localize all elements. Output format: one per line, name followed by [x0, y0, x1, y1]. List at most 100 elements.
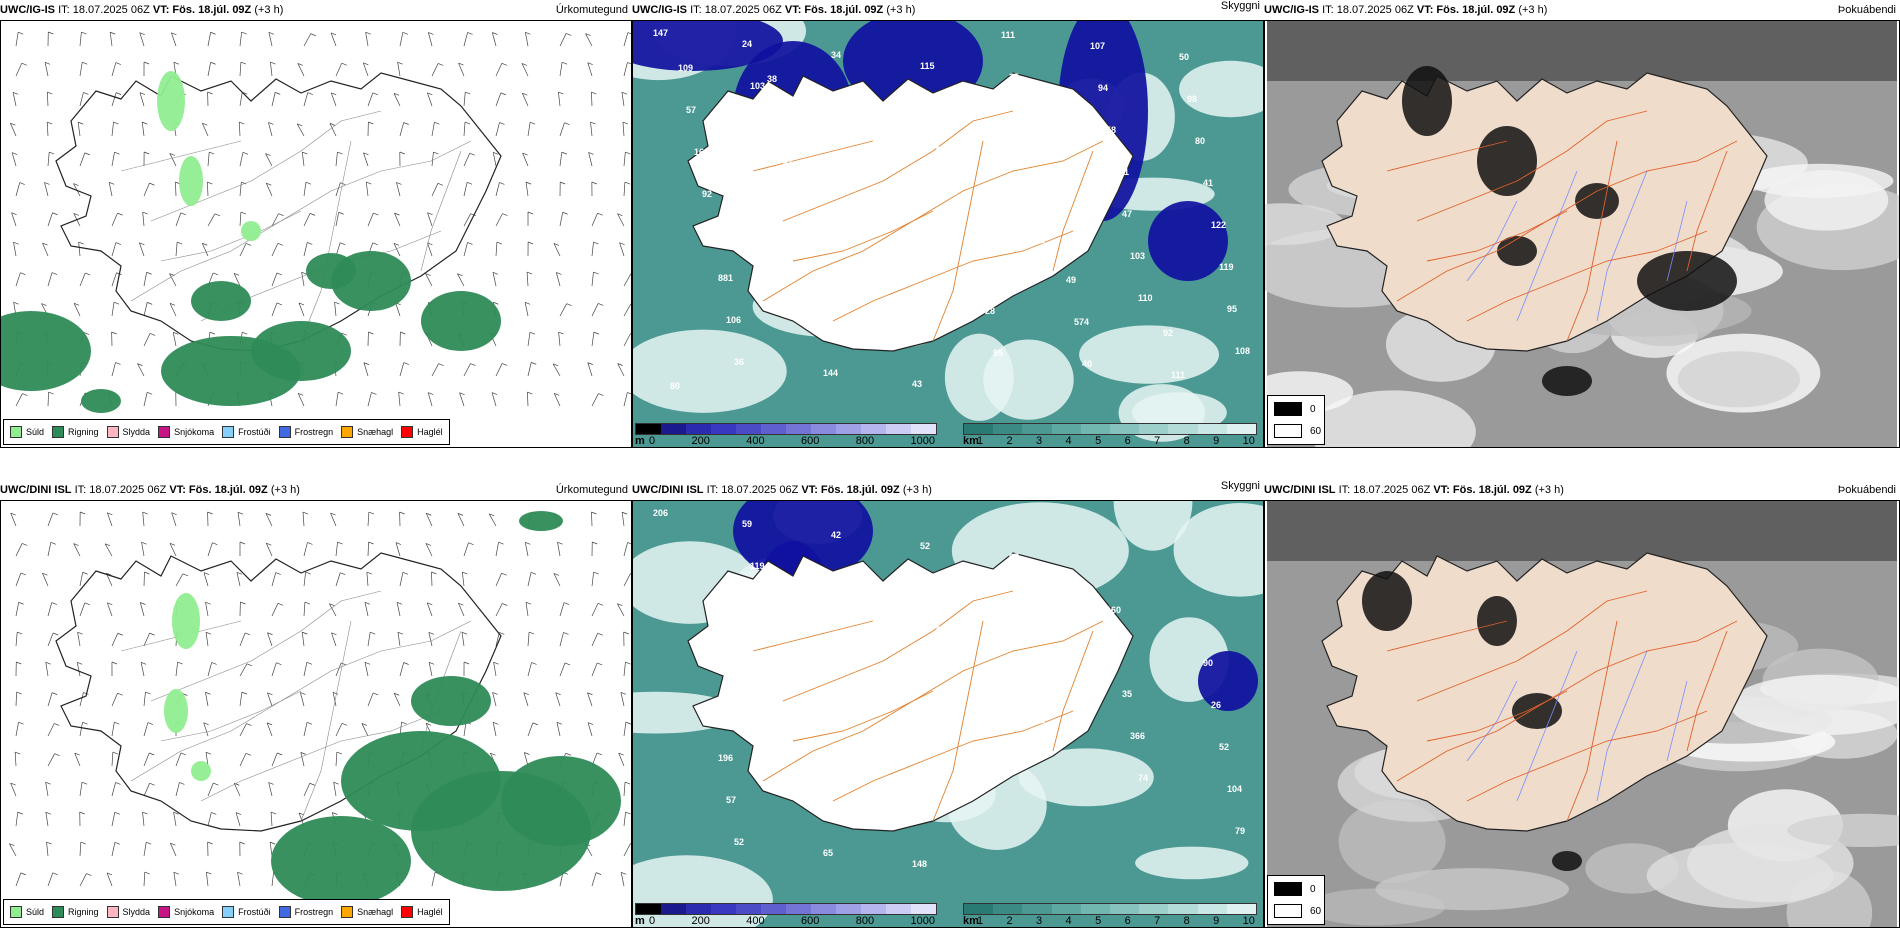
fog-map-canvas: [1267, 501, 1899, 927]
ceiling-value-label: 141: [1033, 678, 1048, 688]
ceiling-value-label: 79: [1114, 647, 1124, 657]
colorbar-tick-label: 10: [1242, 435, 1255, 447]
ceiling-value-label: 107: [944, 187, 959, 197]
visibility-map-canvas: 2061196980103747959355421413661045242383…: [633, 501, 1263, 927]
clear-patch: [1173, 503, 1263, 597]
legend-item: Haglél: [401, 426, 443, 438]
ceiling-value-label: 42: [831, 530, 841, 540]
high-fog-area: [1402, 66, 1452, 136]
colorbar-tick-label: 4: [1065, 915, 1072, 927]
fog-legend-swatch: [1274, 424, 1302, 438]
fog-patch: [1267, 501, 1897, 561]
colorbar-ticks: 1 2 3 4 5 6 7 8 9 10: [977, 435, 1255, 447]
legend-label: Haglél: [417, 427, 443, 437]
legend-swatch: [106, 906, 119, 918]
colorbar-tick-label: 800: [855, 435, 875, 447]
init-time: IT: 18.07.2025 06Z: [1322, 4, 1414, 16]
legend-item: Slydda: [106, 426, 151, 438]
visibility-colorbars: m 0 200 400 600 800 1000 km 1 2 3 4 5 6 7 8 9 10: [633, 901, 1263, 927]
ceiling-value-label: 26: [1211, 700, 1221, 710]
ceiling-value-label: 52: [1219, 742, 1229, 752]
precip-area: [271, 816, 411, 906]
precip-area: [164, 689, 188, 733]
high-fog-area: [1542, 366, 1592, 396]
legend-label: Súld: [26, 907, 45, 917]
fog-patch: [1265, 203, 1345, 246]
panel-header: UWC/IG-IS IT: 18.07.2025 06Z VT: Fös. 18…: [632, 0, 1264, 20]
model-name: UWC/IG-IS: [0, 4, 55, 16]
ceiling-value-label: 47: [1122, 209, 1132, 219]
fog-panel-row1: UWC/IG-IS IT: 18.07.2025 06Z VT: Fös. 18…: [1264, 0, 1900, 448]
ceiling-value-label: 119: [1219, 262, 1234, 272]
precip-area: [251, 321, 351, 381]
ceiling-value-label: 45: [904, 337, 914, 347]
colorbar-ticks: 1 2 3 4 5 6 7 8 9 10: [977, 915, 1255, 927]
ceiling-value-label: 103: [1041, 720, 1056, 730]
precip-area: [519, 511, 563, 531]
model-name: UWC/DINI ISL: [0, 484, 72, 496]
ceiling-value-label: 43: [912, 379, 922, 389]
fog-patch: [1677, 351, 1800, 408]
high-fog-area: [1477, 596, 1517, 646]
fog-patch: [1787, 813, 1899, 848]
colorbar-tick-label: 1000: [910, 435, 935, 447]
ceiling-value-label: 35: [839, 572, 849, 582]
panel-title: Úrkomutegund: [555, 4, 628, 16]
fog-patch: [1764, 170, 1889, 231]
precip-area: [157, 71, 185, 131]
legend-swatch: [158, 906, 171, 918]
ceiling-value-label: 111: [1001, 30, 1015, 40]
fog-map-canvas: [1265, 21, 1899, 447]
ceiling-labels: 206 119 69 80 103 74 79 59 35 542 141 366 104 52 42 38 3…: [653, 508, 1245, 869]
river-network: [1466, 170, 1688, 322]
ceiling-value-label: 38: [767, 74, 777, 84]
legend-swatch: [222, 906, 235, 918]
legend-swatch: [10, 426, 22, 438]
iceland-coastline: [687, 72, 1134, 352]
colorbar-tick-label: 400: [746, 915, 765, 927]
ceiling-value-label: 122: [1211, 220, 1226, 230]
legend-item: Snæhagl: [341, 906, 393, 918]
precip-type-panel-row2: UWC/DINI ISL IT: 18.07.2025 06Z VT: Fös.…: [0, 480, 632, 928]
precip-map-canvas: [1, 31, 631, 413]
legend-swatch: [341, 426, 354, 438]
colorbar-tick-label: 7: [1154, 435, 1161, 447]
fog-legend-swatch: [1274, 904, 1302, 918]
ceiling-value-label: 39: [1025, 636, 1035, 646]
valid-time: VT: Fös. 18.júl. 09Z: [801, 484, 900, 496]
colorbar-tick-label: 200: [691, 435, 710, 447]
ceiling-value-label: 49: [1066, 275, 1076, 285]
colorbar-tick-label: 2: [1006, 915, 1013, 927]
ceiling-value-label: 107: [1090, 41, 1105, 51]
high-fog-area: [1497, 236, 1537, 266]
legend-label: Frostregn: [294, 427, 334, 437]
fog-patch: [1375, 868, 1569, 911]
panel-title: Þokuábendi: [1837, 484, 1896, 496]
legend-label: Slydda: [122, 427, 151, 437]
fog-legend-row: 60: [1274, 424, 1321, 438]
clear-patch: [944, 333, 1014, 421]
legend-item: Súld: [10, 906, 44, 918]
ceiling-value-label: 35: [1009, 72, 1019, 82]
fog-legend-swatch: [1274, 882, 1302, 896]
ceiling-value-label: 79: [815, 326, 825, 336]
fog-legend: 0 60: [1267, 875, 1325, 925]
clear-patch: [1079, 325, 1220, 384]
colorbar-tick-label: 10: [1242, 915, 1255, 927]
ceiling-value-label: 41: [1203, 178, 1213, 188]
ceiling-value-label: 80: [670, 381, 680, 391]
ceiling-value-label: 110: [1041, 240, 1056, 250]
legend-item: Frostregn: [278, 426, 334, 438]
visibility-colorbars: m 0 200 400 600 800 1000 km 1 2 3 4 5 6 7 8 9 10: [633, 421, 1263, 447]
ceiling-colorbar: [635, 423, 937, 435]
panel-header: UWC/IG-IS IT: 18.07.2025 06Z VT: Fös. 18…: [1264, 0, 1900, 20]
colorbar-tick-label: 8: [1183, 915, 1190, 927]
init-time: IT: 18.07.2025 06Z: [690, 4, 782, 16]
legend-label: Snjókoma: [174, 427, 215, 437]
colorbar-unit: km: [963, 915, 979, 927]
ceiling-value-label: 881: [718, 273, 733, 283]
ceiling-value-label: 61: [783, 158, 793, 168]
ceiling-value-label: 70: [880, 211, 890, 221]
ceiling-value-label: 119: [750, 561, 765, 571]
ceiling-value-label: 35: [1122, 689, 1132, 699]
